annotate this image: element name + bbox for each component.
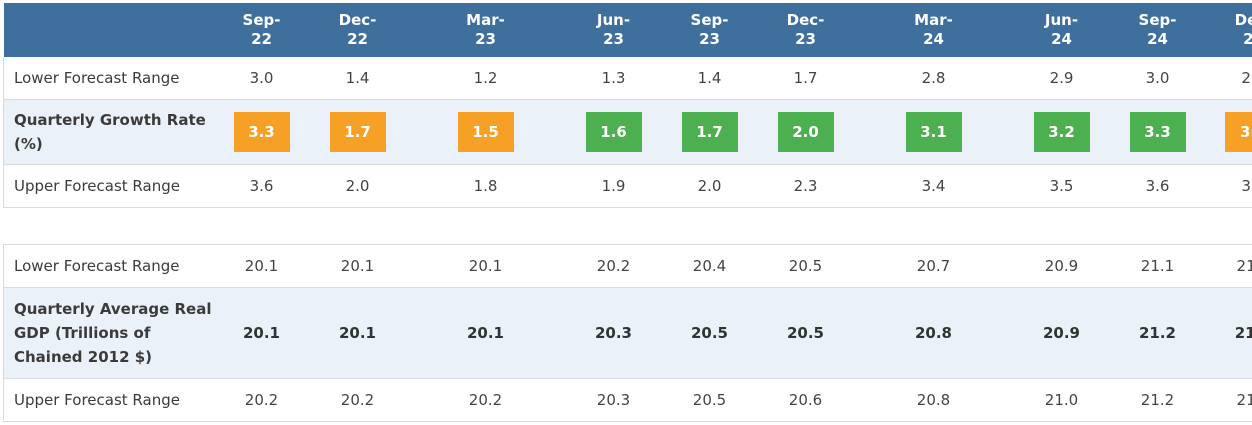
value-cell: 20.1 — [310, 245, 406, 288]
value-cell: 2.9 — [1206, 57, 1252, 100]
value-cell: 20.3 — [566, 379, 662, 422]
growth-badge: 3.1 — [906, 112, 962, 152]
value-cell: 2.8 — [854, 57, 1014, 100]
header-row: Sep- 22 Dec- 22 Mar- 23 Jun- 23 Sep- 23 Dec- 2… — [4, 3, 1252, 57]
header-cell: Sep- 22 — [214, 3, 310, 57]
header-cell: Dec-24 — [1206, 3, 1252, 57]
growth-badge: 3.2 — [1225, 112, 1252, 152]
value-cell: 20.3 — [566, 288, 662, 379]
header-cell: Mar- 24 — [854, 3, 1014, 57]
growth-main-row: Quarterly Growth Rate (%) 3.3 1.7 1.5 1.… — [4, 100, 1252, 165]
value-cell: 3.5 — [1206, 165, 1252, 208]
row-label: Quarterly Average Real GDP (Trillions of… — [4, 288, 214, 379]
value-cell: 2.3 — [758, 165, 854, 208]
header-corner — [4, 3, 214, 57]
value-cell: 20.1 — [406, 288, 566, 379]
header-cell: Mar- 23 — [406, 3, 566, 57]
gdp-table: Lower Forecast Range 20.1 20.1 20.1 20.2… — [3, 244, 1252, 422]
row-label: Lower Forecast Range — [4, 245, 214, 288]
value-cell: 21.2 — [1110, 288, 1206, 379]
growth-badge: 1.7 — [330, 112, 386, 152]
value-cell: 3.1 — [854, 100, 1014, 165]
value-cell: 20.2 — [310, 379, 406, 422]
value-cell: 20.5 — [662, 379, 758, 422]
value-cell: 20.4 — [662, 245, 758, 288]
value-cell: 2.0 — [758, 100, 854, 165]
value-cell: 3.0 — [214, 57, 310, 100]
value-cell: 21.2 — [1206, 288, 1252, 379]
header-cell: Sep- 23 — [662, 3, 758, 57]
value-cell: 20.1 — [214, 288, 310, 379]
value-cell: 1.3 — [566, 57, 662, 100]
value-cell: 3.5 — [1014, 165, 1110, 208]
value-cell: 20.9 — [1014, 245, 1110, 288]
value-cell: 1.4 — [310, 57, 406, 100]
value-cell: 21.3 — [1206, 379, 1252, 422]
value-cell: 20.2 — [406, 379, 566, 422]
value-cell: 20.8 — [854, 288, 1014, 379]
growth-badge: 2.0 — [778, 112, 834, 152]
value-cell: 3.3 — [1110, 100, 1206, 165]
value-cell: 3.6 — [214, 165, 310, 208]
value-cell: 20.5 — [758, 245, 854, 288]
value-cell: 1.5 — [406, 100, 566, 165]
value-cell: 20.2 — [214, 379, 310, 422]
header-cell: Dec- 23 — [758, 3, 854, 57]
growth-badge: 1.6 — [586, 112, 642, 152]
growth-badge: 3.3 — [234, 112, 290, 152]
value-cell: 21.1 — [1110, 245, 1206, 288]
value-cell: 1.7 — [662, 100, 758, 165]
growth-upper-row: Upper Forecast Range 3.6 2.0 1.8 1.9 2.0… — [4, 165, 1252, 208]
value-cell: 3.0 — [1110, 57, 1206, 100]
value-cell: 1.4 — [662, 57, 758, 100]
gdp-main-row: Quarterly Average Real GDP (Trillions of… — [4, 288, 1252, 379]
growth-badge: 3.2 — [1034, 112, 1090, 152]
value-cell: 20.8 — [854, 379, 1014, 422]
value-cell: 21.2 — [1110, 379, 1206, 422]
growth-badge: 3.3 — [1130, 112, 1186, 152]
growth-rate-table: Sep- 22 Dec- 22 Mar- 23 Jun- 23 Sep- 23 Dec- 2… — [3, 3, 1252, 208]
value-cell: 2.0 — [662, 165, 758, 208]
value-cell: 20.6 — [758, 379, 854, 422]
value-cell: 21.0 — [1014, 379, 1110, 422]
header-cell: Dec- 22 — [310, 3, 406, 57]
value-cell: 2.9 — [1014, 57, 1110, 100]
value-cell: 20.2 — [566, 245, 662, 288]
value-cell: 1.7 — [310, 100, 406, 165]
header-cell: Jun- 24 — [1014, 3, 1110, 57]
gdp-upper-row: Upper Forecast Range 20.2 20.2 20.2 20.3… — [4, 379, 1252, 422]
value-cell: 20.1 — [406, 245, 566, 288]
header-cell: Jun- 23 — [566, 3, 662, 57]
value-cell: 1.2 — [406, 57, 566, 100]
value-cell: 1.7 — [758, 57, 854, 100]
value-cell: 2.0 — [310, 165, 406, 208]
row-label: Upper Forecast Range — [4, 165, 214, 208]
header-cell: Sep- 24 — [1110, 3, 1206, 57]
value-cell: 20.5 — [662, 288, 758, 379]
row-label: Quarterly Growth Rate (%) — [4, 100, 214, 165]
row-label: Lower Forecast Range — [4, 57, 214, 100]
growth-badge: 1.7 — [682, 112, 738, 152]
growth-badge: 1.5 — [458, 112, 514, 152]
value-cell: 20.1 — [214, 245, 310, 288]
growth-lower-row: Lower Forecast Range 3.0 1.4 1.2 1.3 1.4… — [4, 57, 1252, 100]
value-cell: 20.1 — [310, 288, 406, 379]
value-cell: 3.2 — [1206, 100, 1252, 165]
value-cell: 1.6 — [566, 100, 662, 165]
value-cell: 20.9 — [1014, 288, 1110, 379]
value-cell: 1.8 — [406, 165, 566, 208]
value-cell: 20.5 — [758, 288, 854, 379]
value-cell: 3.4 — [854, 165, 1014, 208]
value-cell: 3.3 — [214, 100, 310, 165]
gdp-lower-row: Lower Forecast Range 20.1 20.1 20.1 20.2… — [4, 245, 1252, 288]
value-cell: 3.6 — [1110, 165, 1206, 208]
value-cell: 3.2 — [1014, 100, 1110, 165]
value-cell: 20.7 — [854, 245, 1014, 288]
row-label: Upper Forecast Range — [4, 379, 214, 422]
value-cell: 1.9 — [566, 165, 662, 208]
value-cell: 21.1 — [1206, 245, 1252, 288]
